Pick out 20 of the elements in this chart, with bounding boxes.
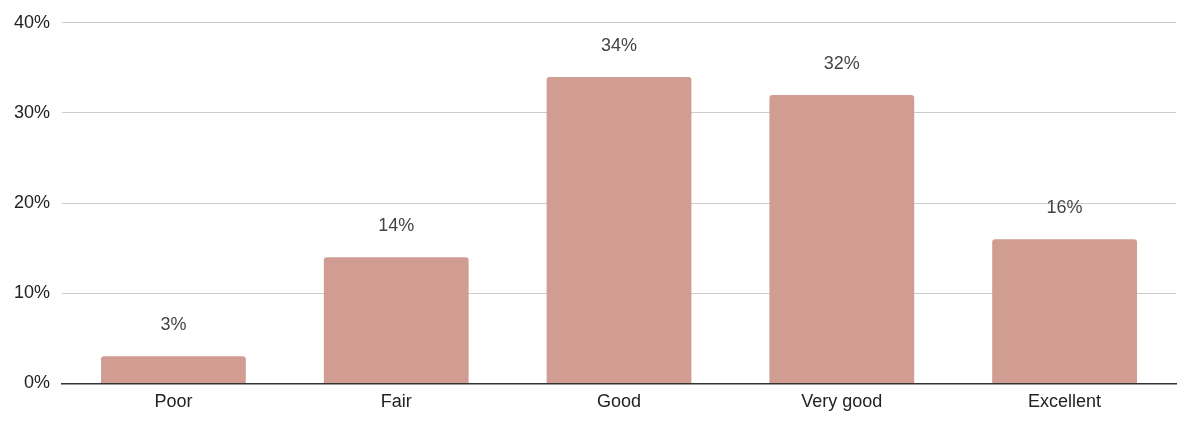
bar xyxy=(101,356,246,383)
y-tick-label: 0% xyxy=(24,372,51,393)
data-label: 16% xyxy=(1046,197,1083,218)
data-label: 34% xyxy=(601,34,638,55)
y-tick-label: 10% xyxy=(14,282,51,303)
bar xyxy=(323,257,469,383)
bar xyxy=(769,94,915,383)
x-tick-label: Very good xyxy=(801,391,883,412)
bar xyxy=(992,239,1138,383)
x-tick-label: Excellent xyxy=(1028,391,1102,412)
y-tick-label: 40% xyxy=(14,11,51,32)
y-tick-label: 30% xyxy=(14,101,51,122)
x-tick-label: Good xyxy=(596,391,642,412)
x-tick-label: Fair xyxy=(380,391,412,412)
bar xyxy=(546,76,692,383)
x-tick-label: Poor xyxy=(154,391,193,412)
data-label: 32% xyxy=(823,52,860,73)
data-label: 3% xyxy=(160,314,187,335)
y-tick-label: 20% xyxy=(14,192,51,213)
data-label: 14% xyxy=(378,215,415,236)
